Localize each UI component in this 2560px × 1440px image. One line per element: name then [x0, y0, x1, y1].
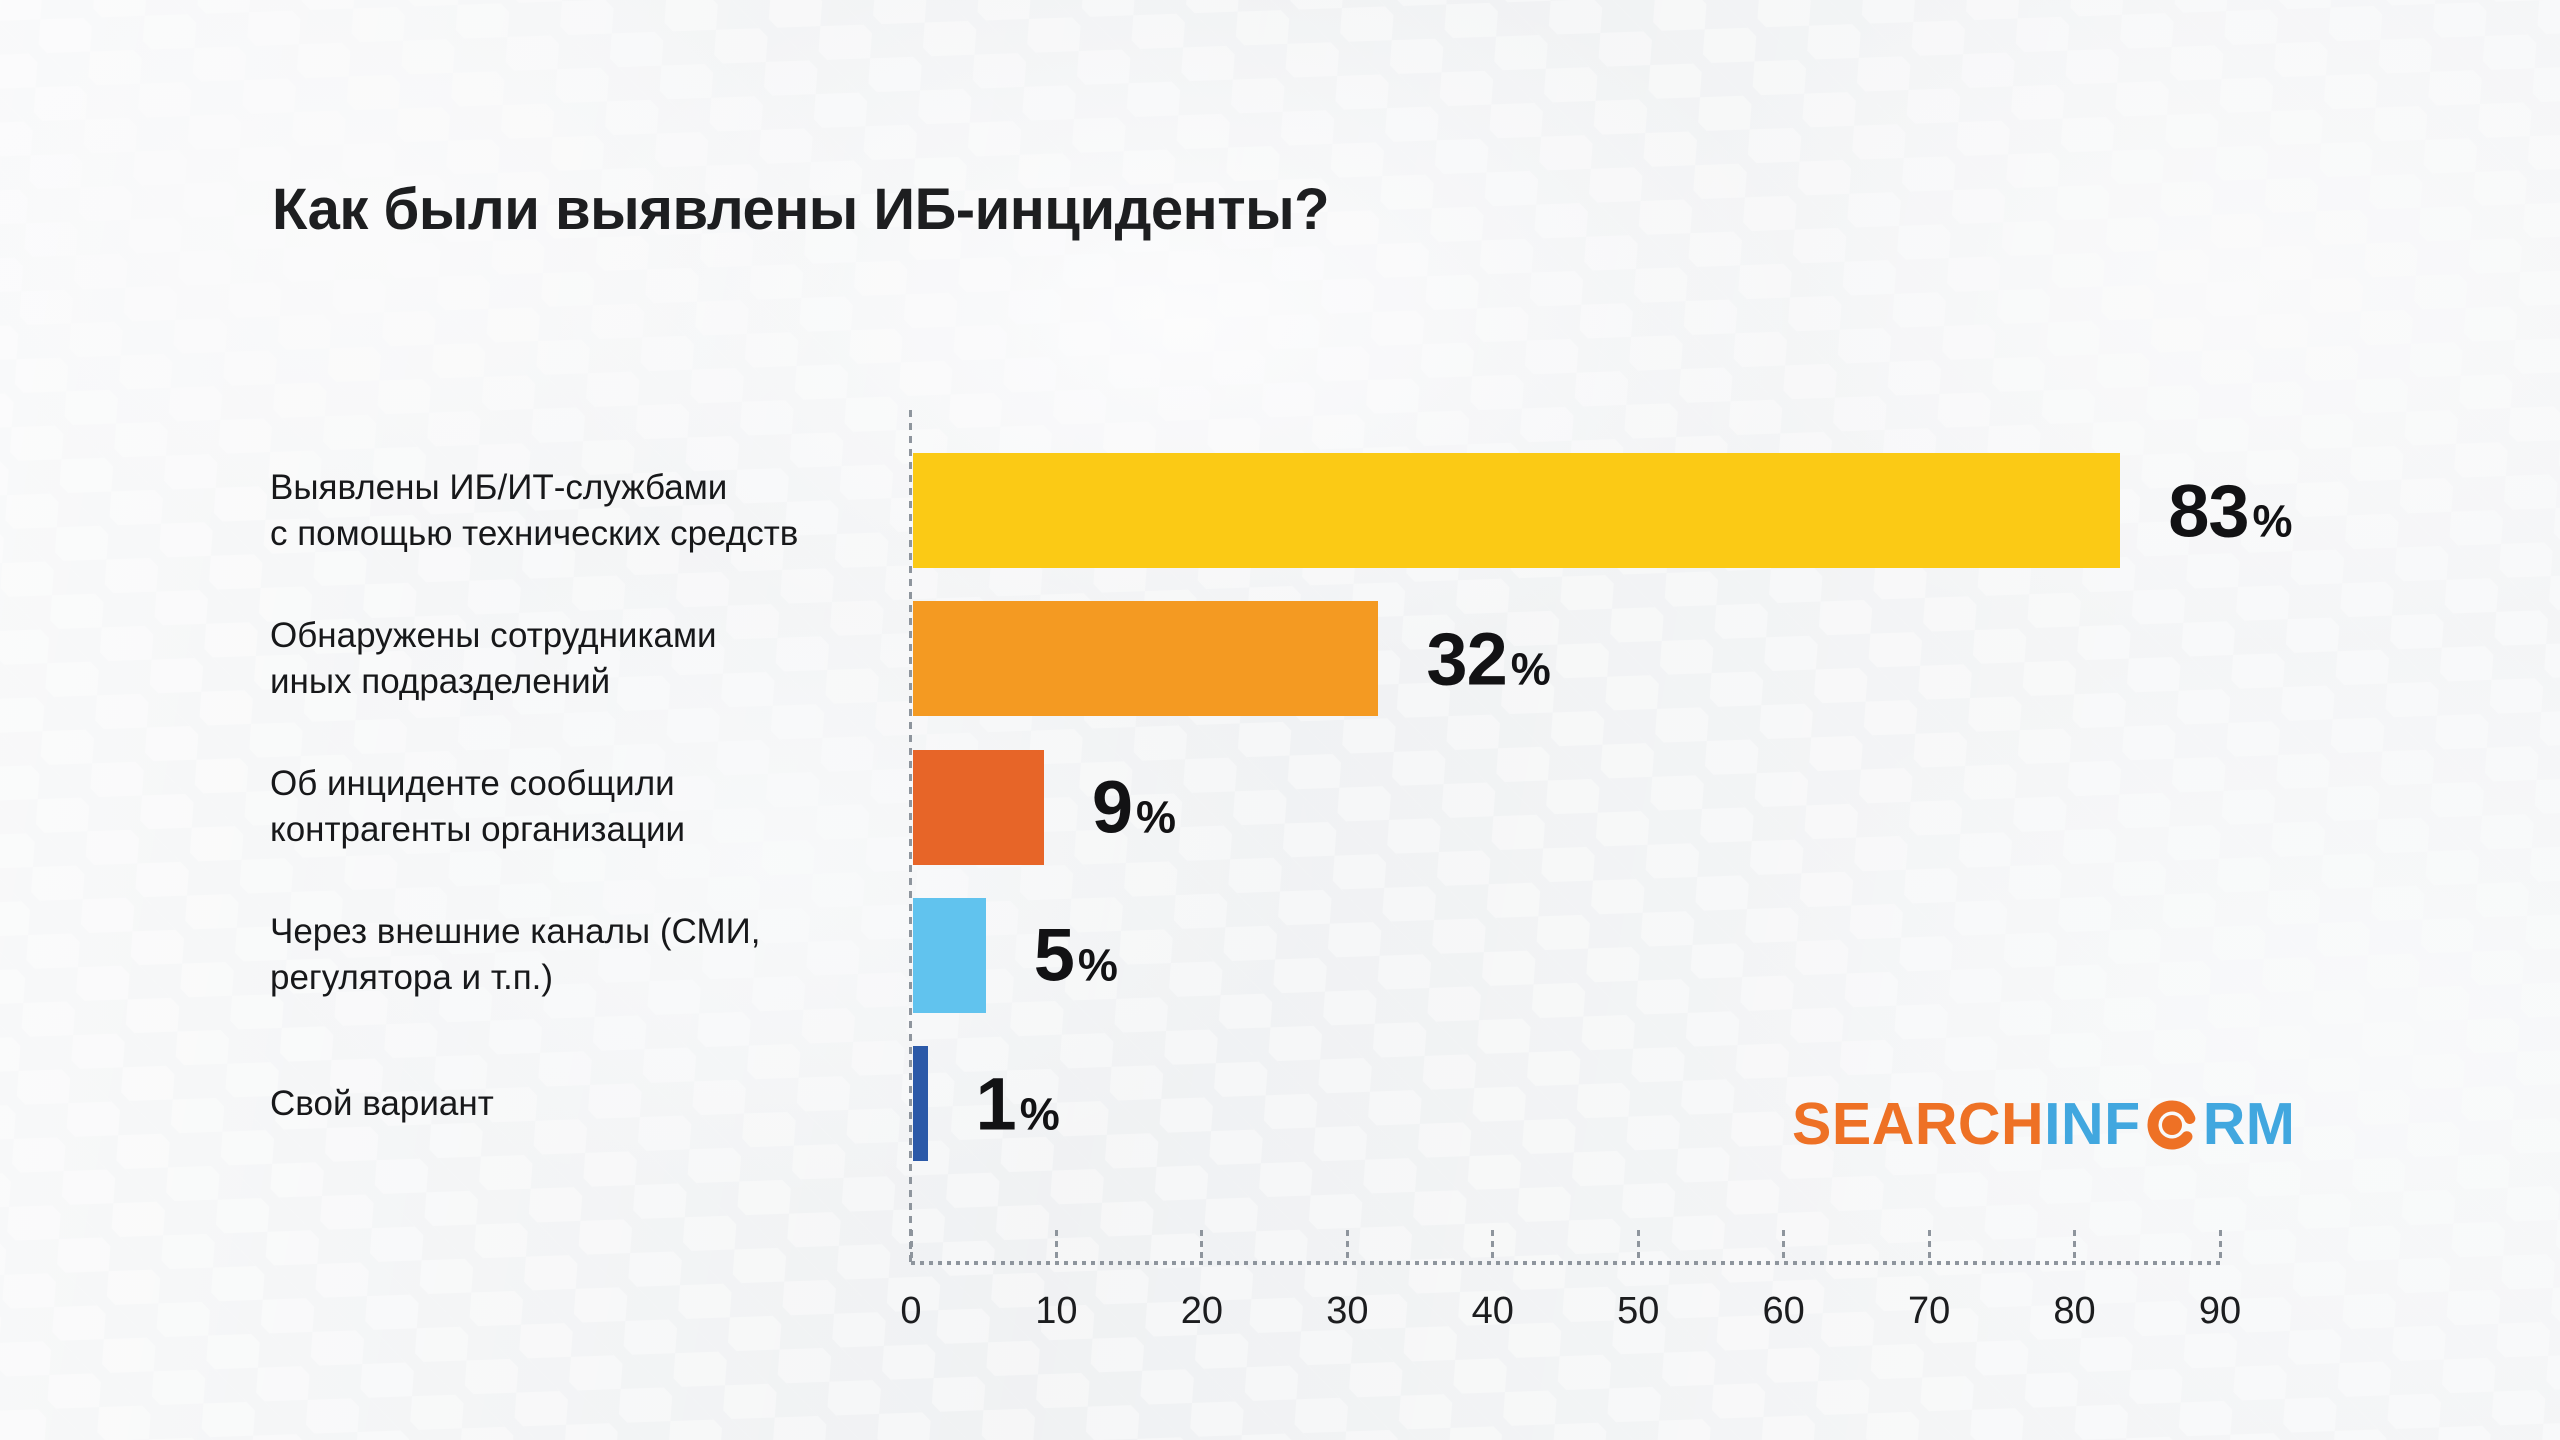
x-axis-tick-label: 80 [2053, 1290, 2096, 1332]
bar [913, 453, 2121, 568]
x-axis-tick [1636, 1230, 1640, 1262]
x-axis-tick [2218, 1230, 2222, 1262]
category-label: Свой вариант [270, 1083, 494, 1123]
logo-text-search: SEARCH [1792, 1091, 2045, 1157]
value-number: 5 [1033, 913, 1075, 997]
x-axis-tick [1200, 1230, 1204, 1262]
x-axis-tick [1782, 1230, 1786, 1262]
value-unit: % [1136, 791, 1177, 843]
x-axis-tick-label: 60 [1762, 1290, 1805, 1332]
x-axis-tick-label: 10 [1035, 1290, 1078, 1332]
bar [913, 897, 986, 1013]
logo-text-rm: RM [2202, 1091, 2296, 1157]
bar [913, 749, 1044, 865]
value-label: 83% [2168, 468, 2292, 553]
bar [913, 601, 1379, 717]
value-unit: % [1510, 643, 1551, 695]
x-axis-tick-label: 30 [1326, 1290, 1369, 1332]
x-axis-tick [1927, 1230, 1931, 1262]
category-label: Через внешние каналы (СМИ, регулятора и … [270, 912, 761, 998]
value-unit: % [1019, 1088, 1060, 1139]
x-axis-tick [2073, 1230, 2077, 1262]
bar-row: Обнаружены сотрудниками иных подразделен… [0, 601, 2560, 717]
bar-row: Выявлены ИБ/ИТ-службами с помощью технич… [0, 453, 2560, 568]
bar-row: Свой вариант 1% [0, 1046, 2560, 1161]
value-label: 9% [1092, 765, 1176, 850]
value-number: 1 [975, 1062, 1017, 1145]
value-label: 32% [1426, 616, 1550, 701]
y-axis-line [909, 410, 912, 1263]
value-unit: % [1077, 939, 1118, 991]
value-number: 9 [1091, 765, 1133, 849]
bar-row: Об инциденте сообщили контрагенты органи… [0, 749, 2560, 865]
value-label: 5% [1034, 913, 1118, 998]
x-axis-tick [909, 1230, 913, 1262]
x-axis-tick-label: 40 [1471, 1290, 1514, 1332]
value-unit: % [2252, 495, 2293, 546]
x-axis-line [911, 1261, 2225, 1265]
category-label: Обнаружены сотрудниками иных подразделен… [270, 615, 717, 701]
chart-title: Как были выявлены ИБ-инциденты? [272, 177, 1330, 242]
x-axis-tick [1054, 1230, 1058, 1262]
logo-text-inf: INF [2044, 1091, 2141, 1157]
bar [913, 1046, 928, 1161]
searchinform-logo: SEARCH INF RM [1792, 1088, 2295, 1160]
x-axis-tick-label: 50 [1617, 1290, 1660, 1332]
value-number: 32 [1426, 617, 1507, 701]
value-label: 1% [976, 1061, 1060, 1146]
category-label: Выявлены ИБ/ИТ-службами с помощью технич… [270, 467, 799, 553]
x-axis-tick-label: 0 [900, 1290, 922, 1332]
x-axis-tick [1491, 1230, 1495, 1262]
x-axis-tick-label: 90 [2198, 1290, 2242, 1332]
bar-row: Через внешние каналы (СМИ, регулятора и … [0, 897, 2560, 1013]
value-number: 83 [2168, 469, 2249, 552]
x-axis-tick-label: 20 [1180, 1290, 1224, 1332]
x-axis-tick-label: 70 [1907, 1290, 1951, 1332]
logo-o-target-icon [2147, 1100, 2197, 1150]
category-label: Об инциденте сообщили контрагенты органи… [270, 764, 686, 849]
x-axis-tick [1345, 1230, 1349, 1262]
